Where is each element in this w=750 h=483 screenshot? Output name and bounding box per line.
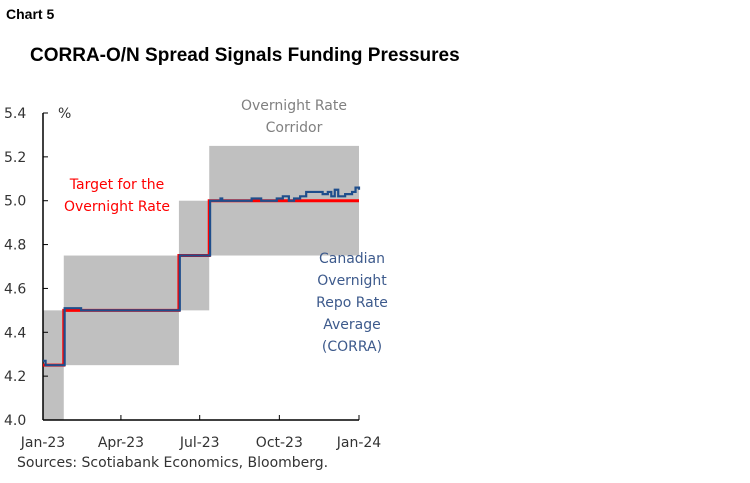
y-tick-label: 4.6 (4, 281, 26, 297)
y-tick-label: 4.0 (4, 413, 26, 429)
x-tick-label: Jul-23 (179, 435, 220, 451)
chart-label: Chart 5 (6, 6, 55, 22)
y-tick-label: 4.2 (4, 369, 26, 385)
x-tick-label: Oct-23 (256, 435, 303, 451)
y-tick-label: 5.4 (4, 106, 26, 122)
x-tick-label: Apr-23 (98, 435, 144, 451)
x-tick-label: Jan-23 (20, 435, 65, 451)
y-tick-label: 4.8 (4, 238, 26, 254)
target-rate-annotation: Target for the Overnight Rate (64, 177, 170, 215)
corra-annotation: Canadian Overnight Repo Rate Average (CORRA) (316, 251, 388, 355)
x-tick-label: Jan-24 (336, 435, 382, 451)
corra-line (43, 186, 361, 367)
y-tick-label: 4.4 (4, 325, 26, 341)
y-tick-label: 5.0 (4, 194, 26, 210)
y-axis-unit: % (58, 106, 71, 122)
chart-title: CORRA-O/N Spread Signals Funding Pressur… (30, 45, 460, 66)
y-tick-label: 5.2 (4, 150, 26, 166)
corridor-annotation: Overnight Rate Corridor (241, 98, 347, 136)
source-note: Sources: Scotiabank Economics, Bloomberg… (17, 455, 328, 471)
